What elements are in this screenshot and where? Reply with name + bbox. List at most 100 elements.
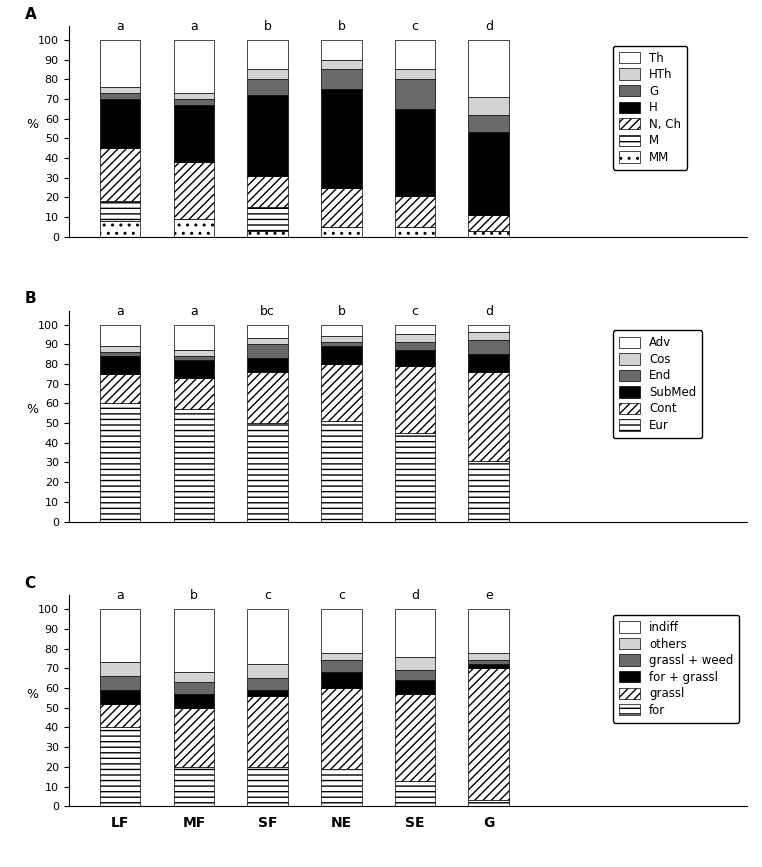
Bar [248,40,288,69]
Legend: Adv, Cos, End, SubMed, Cont, Eur: Adv, Cos, End, SubMed, Cont, Eur [613,330,703,438]
Bar [321,89,362,187]
Bar [248,664,288,678]
Bar [321,40,362,60]
Text: e: e [485,590,492,603]
Bar [100,662,140,676]
Text: a: a [117,304,124,317]
Text: bc: bc [260,304,275,317]
Bar [248,176,288,207]
Bar [248,324,288,338]
Bar [248,610,288,664]
Bar [395,681,435,694]
Bar [321,688,362,769]
Bar [321,324,362,336]
Bar [321,69,362,89]
Bar [469,668,509,800]
Bar [469,133,509,215]
Bar [100,99,140,148]
Bar [100,676,140,690]
Bar [100,704,140,727]
Bar [469,114,509,133]
Bar [321,610,362,653]
Bar [174,682,214,694]
Bar [100,201,140,221]
Bar [100,87,140,93]
Bar [395,656,435,670]
Bar [174,99,214,105]
Bar [100,40,140,87]
Bar [395,40,435,69]
Bar [100,346,140,352]
Bar [174,694,214,707]
Y-axis label: %: % [27,119,38,132]
Bar [100,352,140,356]
Legend: Th, HTh, G, H, N, Ch, M, MM: Th, HTh, G, H, N, Ch, M, MM [613,46,687,170]
Text: c: c [411,304,418,317]
Bar [395,694,435,780]
Bar [100,690,140,704]
Bar [174,360,214,378]
Text: d: d [485,304,493,317]
Bar [469,231,509,237]
Bar [248,69,288,79]
Text: b: b [338,20,345,33]
Text: a: a [190,304,198,317]
Bar [174,610,214,672]
Bar [321,653,362,661]
Bar [174,105,214,162]
Bar [248,207,288,231]
Bar [321,60,362,69]
Bar [321,227,362,237]
Legend: indiff, others, grassl + weed, for + grassl, grassl, for: indiff, others, grassl + weed, for + gra… [613,615,739,722]
Bar [174,378,214,409]
Bar [469,460,509,522]
Text: B: B [24,291,36,307]
Bar [248,423,288,522]
Text: a: a [117,590,124,603]
Bar [469,354,509,372]
Text: A: A [24,7,37,22]
Bar [469,653,509,661]
Bar [100,148,140,201]
Bar [174,672,214,682]
Text: d: d [485,20,493,33]
Bar [174,356,214,360]
Bar [248,344,288,358]
Bar [174,219,214,237]
Bar [469,215,509,231]
Bar [174,93,214,99]
Text: c: c [411,20,418,33]
Y-axis label: %: % [27,688,38,701]
Bar [321,187,362,227]
Bar [469,661,509,664]
Bar [395,780,435,806]
Bar [321,346,362,364]
Bar [248,767,288,806]
Bar [469,610,509,653]
Bar [174,409,214,522]
Bar [321,364,362,421]
Bar [100,610,140,662]
Y-axis label: %: % [27,403,38,416]
Bar [321,421,362,522]
Bar [469,664,509,668]
Bar [248,358,288,372]
Bar [248,79,288,95]
Bar [395,433,435,522]
Bar [174,324,214,350]
Bar [100,403,140,522]
Text: a: a [117,20,124,33]
Bar [100,374,140,403]
Bar [395,366,435,433]
Bar [395,350,435,366]
Bar [395,79,435,108]
Bar [100,324,140,346]
Bar [395,196,435,227]
Bar [248,690,288,696]
Bar [469,324,509,332]
Bar [395,342,435,350]
Bar [469,340,509,354]
Bar [321,672,362,688]
Text: a: a [190,20,198,33]
Text: b: b [264,20,271,33]
